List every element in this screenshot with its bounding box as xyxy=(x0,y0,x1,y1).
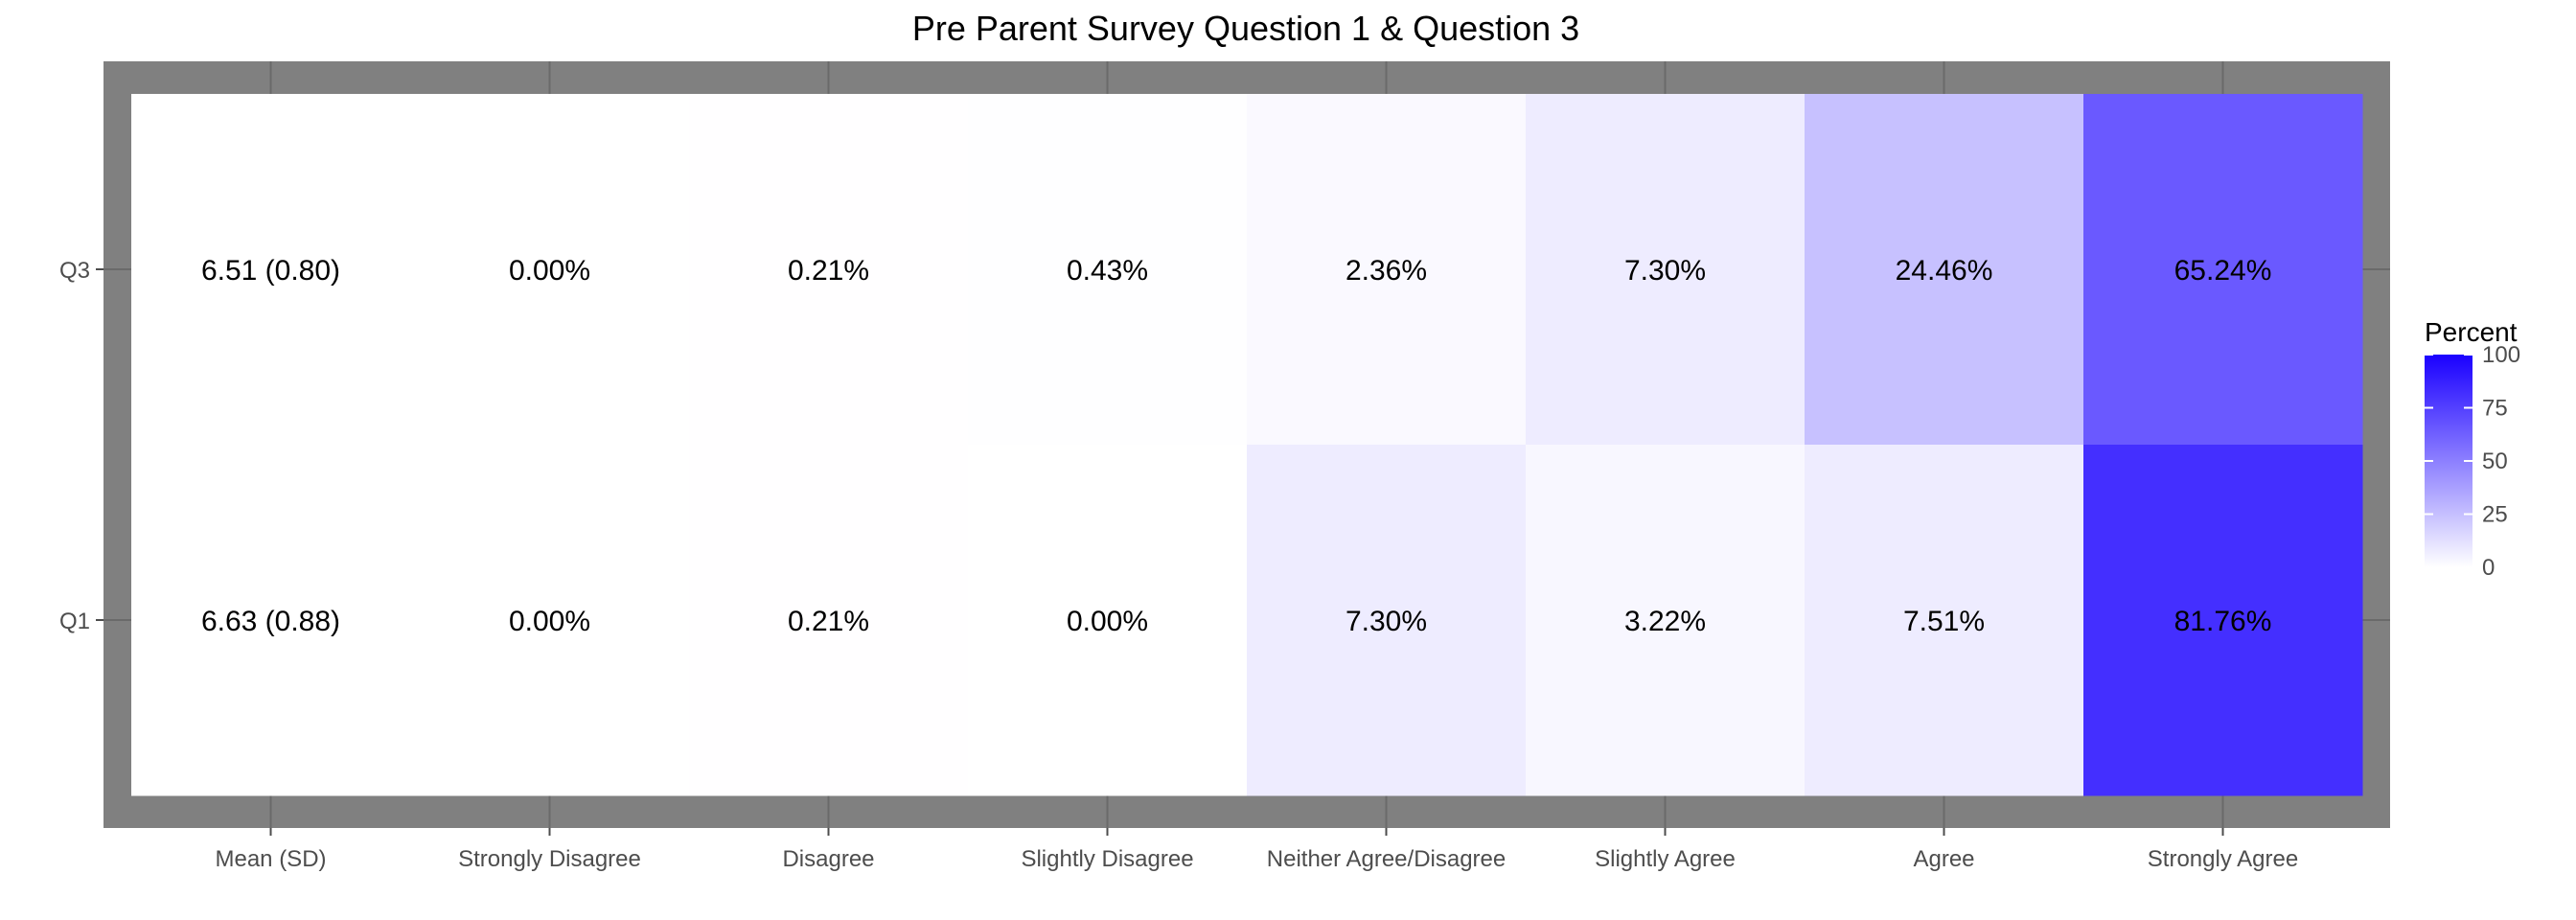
heatmap-cell xyxy=(968,94,1248,446)
x-tick-label: Mean (SD) xyxy=(215,846,326,872)
cell-label: 2.36% xyxy=(1346,255,1427,287)
cell-label: 0.21% xyxy=(788,606,869,637)
heatmap-cell xyxy=(1526,445,1806,796)
legend-tick-label: 50 xyxy=(2482,448,2508,474)
heatmap-cell xyxy=(689,445,969,796)
heatmap-cell xyxy=(1805,445,2084,796)
cell-label: 0.00% xyxy=(509,255,590,287)
heatmap-cell xyxy=(1526,94,1806,446)
cell-label: 6.51 (0.80) xyxy=(201,255,340,287)
heatmap-cell xyxy=(1247,445,1527,796)
y-tick-label: Q1 xyxy=(59,609,90,634)
legend-ticks: 0 25 50 75 100 xyxy=(2425,342,2520,581)
cell-labels: 6.51 (0.80) 0.00% 0.21% 0.43% 2.36% 7.30% 24.4… xyxy=(201,255,2271,637)
heatmap-cell xyxy=(131,94,411,446)
heatmap-cells xyxy=(131,94,2363,796)
x-tick-label: Strongly Agree xyxy=(2148,846,2298,872)
x-axis: Mean (SD) Strongly Disagree Disagree Slight… xyxy=(215,828,2298,872)
heatmap-cell xyxy=(689,94,969,446)
cell-label: 65.24% xyxy=(2174,255,2272,287)
cell-label: 7.51% xyxy=(1903,606,1985,637)
cell-label: 24.46% xyxy=(1896,255,1993,287)
legend-tick-label: 0 xyxy=(2482,555,2495,581)
heatmap-cell xyxy=(1247,94,1527,446)
heatmap-cell xyxy=(968,445,1248,796)
heatmap-cell xyxy=(410,94,690,446)
chart-title: Pre Parent Survey Question 1 & Question … xyxy=(912,9,1579,48)
x-tick-label: Strongly Disagree xyxy=(458,846,641,872)
x-tick-label: Disagree xyxy=(782,846,874,872)
y-tick-label: Q3 xyxy=(59,258,90,284)
cell-label: 0.43% xyxy=(1067,255,1148,287)
x-tick-label: Neither Agree/Disagree xyxy=(1267,846,1506,872)
legend-title: Percent xyxy=(2425,317,2518,347)
legend-tick-label: 100 xyxy=(2482,342,2520,368)
x-tick-label: Slightly Agree xyxy=(1595,846,1736,872)
heatmap-cell xyxy=(410,445,690,796)
heatmap-cell xyxy=(2083,94,2363,446)
legend-tick-label: 25 xyxy=(2482,502,2508,528)
heatmap-cell xyxy=(2083,445,2363,796)
y-axis: Q3 Q1 xyxy=(59,258,104,634)
cell-label: 0.21% xyxy=(788,255,869,287)
cell-label: 0.00% xyxy=(509,606,590,637)
cell-label: 3.22% xyxy=(1624,606,1706,637)
heatmap-cell xyxy=(1805,94,2084,446)
legend: Percent 0 25 50 75 100 xyxy=(2425,317,2520,581)
cell-label: 7.30% xyxy=(1346,606,1427,637)
heatmap-cell xyxy=(131,445,411,796)
x-tick-label: Agree xyxy=(1913,846,1974,872)
legend-tick-label: 75 xyxy=(2482,396,2508,422)
x-tick-label: Slightly Disagree xyxy=(1021,846,1193,872)
cell-label: 81.76% xyxy=(2174,606,2272,637)
cell-label: 6.63 (0.88) xyxy=(201,606,340,637)
cell-label: 0.00% xyxy=(1067,606,1148,637)
cell-label: 7.30% xyxy=(1624,255,1706,287)
